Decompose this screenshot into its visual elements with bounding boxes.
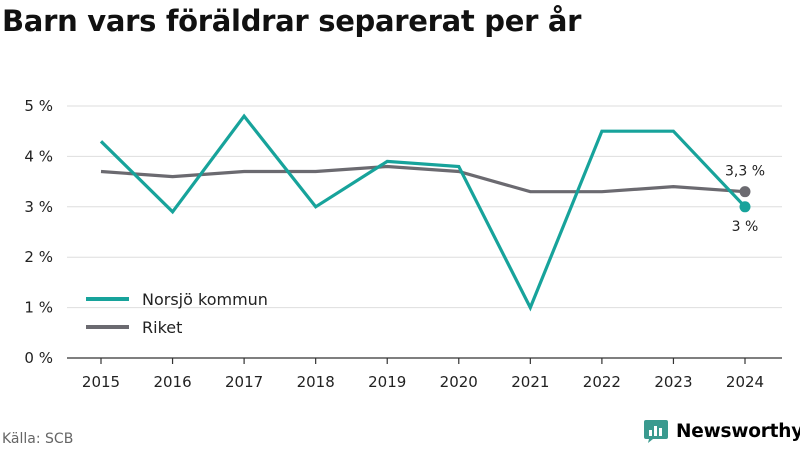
newsworthy-logo-icon: [644, 420, 668, 443]
series-lines: [99, 113, 747, 312]
x-tick-label: 2017: [225, 373, 263, 391]
y-tick-label: 1 %: [24, 299, 53, 317]
x-axis: 2015 2016 2017 2018 2019 2020 2021 2022 2023 2024: [67, 357, 782, 391]
legend-label: Norsjö kommun: [142, 290, 268, 309]
legend: Norsjö kommun Riket: [86, 290, 268, 337]
data-label: 3,3 %: [725, 164, 765, 180]
end-marker: [739, 201, 751, 213]
y-axis-ticks: 0 % 1 % 2 % 3 % 4 % 5 %: [24, 97, 53, 367]
x-tick-label: 2022: [583, 373, 621, 391]
x-tick-label: 2016: [153, 373, 191, 391]
y-tick-label: 3 %: [24, 198, 53, 216]
source-note: Källa: SCB: [2, 431, 74, 447]
brand-logo: Newsworthy: [643, 418, 800, 444]
x-tick-label: 2021: [511, 373, 549, 391]
chart-title: Barn vars föräldrar separerat per år: [2, 4, 582, 38]
x-tick-label: 2020: [440, 373, 478, 391]
y-tick-label: 2 %: [24, 248, 53, 266]
y-tick-label: 5 %: [24, 97, 53, 115]
data-label: 3 %: [732, 219, 759, 235]
y-tick-label: 4 %: [24, 147, 53, 165]
x-tick-label: 2019: [368, 373, 406, 391]
end-marker: [739, 186, 751, 198]
brand-name: Newsworthy: [676, 420, 800, 442]
series-line: [99, 113, 747, 312]
series-line: [100, 164, 746, 194]
end-markers: 3 % 3,3 %: [725, 164, 765, 235]
x-tick-label: 2018: [297, 373, 335, 391]
x-tick-label: 2015: [82, 373, 120, 391]
x-tick-label: 2023: [654, 373, 692, 391]
grid-lines: [67, 105, 782, 309]
x-tick-label: 2024: [726, 373, 764, 391]
y-tick-label: 0 %: [24, 349, 53, 367]
legend-label: Riket: [142, 318, 182, 337]
